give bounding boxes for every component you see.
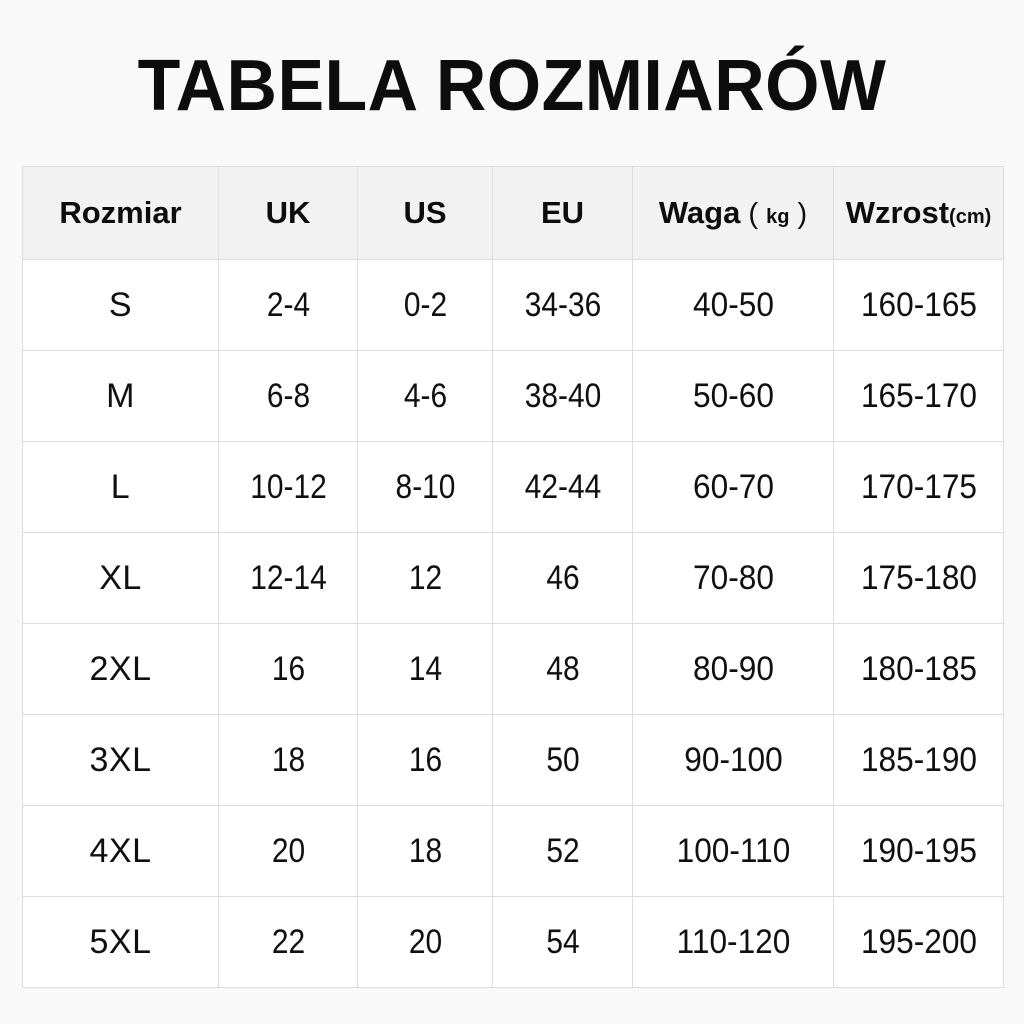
column-header-uk-label: UK xyxy=(265,195,311,230)
cell-wzrost: 170-175 xyxy=(838,441,999,533)
cell-size: 2XL xyxy=(22,623,219,715)
size-table: Rozmiar UK US EU Waga ( kg ) W xyxy=(22,166,1004,988)
cell-wzrost: 195-200 xyxy=(838,896,999,988)
column-header-wzrost-unit: cm xyxy=(955,206,985,228)
cell-size: L xyxy=(22,441,219,533)
column-header-rozmiar: Rozmiar xyxy=(22,166,219,260)
cell-eu: 42-44 xyxy=(500,441,625,533)
cell-eu: 50 xyxy=(500,714,625,806)
table-header: Rozmiar UK US EU Waga ( kg ) W xyxy=(22,166,1004,260)
cell-uk: 2-4 xyxy=(226,259,350,351)
column-header-waga-paren-open: ( xyxy=(740,198,767,230)
cell-size: 4XL xyxy=(22,805,219,897)
column-header-waga-label: Waga xyxy=(658,195,741,230)
column-header-rozmiar-label: Rozmiar xyxy=(59,195,182,230)
cell-waga: 100-110 xyxy=(639,805,827,897)
cell-wzrost: 190-195 xyxy=(838,805,999,897)
table-body: S 2-4 0-2 34-36 40-50 160-165 M 6-8 4-6 … xyxy=(22,259,1004,988)
cell-uk: 6-8 xyxy=(226,350,350,442)
cell-us: 16 xyxy=(365,714,485,806)
cell-us: 0-2 xyxy=(365,259,485,351)
cell-waga: 40-50 xyxy=(639,259,827,351)
cell-wzrost: 160-165 xyxy=(838,259,999,351)
table-row: 5XL 22 20 54 110-120 195-200 xyxy=(22,896,1004,988)
table-row: 4XL 20 18 52 100-110 190-195 xyxy=(22,805,1004,897)
column-header-us-label: US xyxy=(403,195,447,230)
cell-us: 18 xyxy=(365,805,485,897)
table-row: 2XL 16 14 48 80-90 180-185 xyxy=(22,623,1004,715)
column-header-wzrost-unit-close: ) xyxy=(984,206,992,228)
cell-waga: 110-120 xyxy=(639,896,827,988)
cell-waga: 80-90 xyxy=(639,623,827,715)
cell-eu: 54 xyxy=(500,896,625,988)
column-header-waga-paren-close: ) xyxy=(789,198,808,230)
cell-uk: 22 xyxy=(226,896,350,988)
column-header-wzrost-unit-open: ( xyxy=(949,206,956,228)
cell-size: 5XL xyxy=(22,896,219,988)
column-header-uk: UK xyxy=(218,166,358,260)
cell-uk: 20 xyxy=(226,805,350,897)
cell-wzrost: 185-190 xyxy=(838,714,999,806)
cell-wzrost: 180-185 xyxy=(838,623,999,715)
cell-waga: 50-60 xyxy=(639,350,827,442)
cell-waga: 90-100 xyxy=(639,714,827,806)
size-table-container: Rozmiar UK US EU Waga ( kg ) W xyxy=(22,166,1004,988)
cell-wzrost: 165-170 xyxy=(838,350,999,442)
cell-waga: 70-80 xyxy=(639,532,827,624)
column-header-us: US xyxy=(357,166,493,260)
column-header-eu: EU xyxy=(492,166,633,260)
cell-eu: 52 xyxy=(500,805,625,897)
cell-eu: 38-40 xyxy=(500,350,625,442)
cell-us: 8-10 xyxy=(365,441,485,533)
cell-waga: 60-70 xyxy=(639,441,827,533)
cell-uk: 16 xyxy=(226,623,350,715)
column-header-eu-label: EU xyxy=(540,195,585,230)
cell-eu: 46 xyxy=(500,532,625,624)
table-row: S 2-4 0-2 34-36 40-50 160-165 xyxy=(22,259,1004,351)
cell-us: 20 xyxy=(365,896,485,988)
column-header-waga: Waga ( kg ) xyxy=(632,166,834,260)
cell-us: 14 xyxy=(365,623,485,715)
cell-us: 12 xyxy=(365,532,485,624)
cell-size: 3XL xyxy=(22,714,219,806)
cell-size: M xyxy=(22,350,219,442)
table-row: 3XL 18 16 50 90-100 185-190 xyxy=(22,714,1004,806)
cell-size: S xyxy=(22,259,219,351)
cell-us: 4-6 xyxy=(365,350,485,442)
table-row: L 10-12 8-10 42-44 60-70 170-175 xyxy=(22,441,1004,533)
column-header-waga-unit: kg xyxy=(766,206,790,228)
table-header-row: Rozmiar UK US EU Waga ( kg ) W xyxy=(22,166,1004,260)
cell-uk: 10-12 xyxy=(226,441,350,533)
cell-uk: 12-14 xyxy=(226,532,350,624)
table-row: M 6-8 4-6 38-40 50-60 165-170 xyxy=(22,350,1004,442)
cell-eu: 34-36 xyxy=(500,259,625,351)
table-row: XL 12-14 12 46 70-80 175-180 xyxy=(22,532,1004,624)
cell-uk: 18 xyxy=(226,714,350,806)
cell-size: XL xyxy=(22,532,219,624)
page-title: TABELA ROZMIARÓW xyxy=(137,46,887,126)
column-header-wzrost: Wzrost(cm) xyxy=(833,166,1004,260)
column-header-wzrost-label: Wzrost xyxy=(845,195,950,230)
cell-eu: 48 xyxy=(500,623,625,715)
cell-wzrost: 175-180 xyxy=(838,532,999,624)
